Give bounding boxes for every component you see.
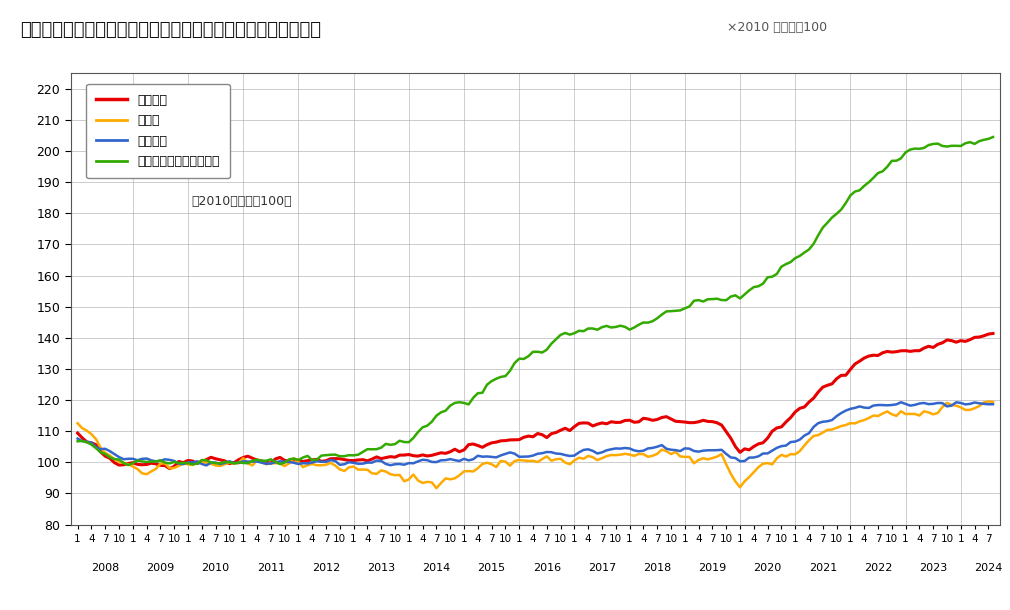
Text: 2024: 2024: [975, 564, 1003, 573]
Text: 2023: 2023: [919, 564, 947, 573]
Text: 2021: 2021: [809, 564, 837, 573]
Text: ×2010 年平均＝100: ×2010 年平均＝100: [727, 21, 827, 34]
Text: （2010年平均＝100）: （2010年平均＝100）: [192, 195, 292, 208]
Text: 2014: 2014: [422, 564, 450, 573]
Text: 2016: 2016: [532, 564, 561, 573]
Text: 2015: 2015: [478, 564, 506, 573]
Text: 2008: 2008: [91, 564, 119, 573]
Text: 2017: 2017: [588, 564, 616, 573]
Text: 2020: 2020: [753, 564, 782, 573]
Text: 2013: 2013: [368, 564, 395, 573]
Text: 2018: 2018: [643, 564, 672, 573]
Text: 2019: 2019: [698, 564, 726, 573]
Legend: 住宅総合, 住宅地, 戸建住宅, マンション（区分所有）: 住宅総合, 住宅地, 戸建住宅, マンション（区分所有）: [86, 84, 230, 179]
Text: 2022: 2022: [864, 564, 892, 573]
Text: 2011: 2011: [257, 564, 285, 573]
Text: 2012: 2012: [312, 564, 340, 573]
Text: ＜不動産価格指数（住宅）（令和６年８月分・季節調整値）＞: ＜不動産価格指数（住宅）（令和６年８月分・季節調整値）＞: [20, 21, 321, 40]
Text: 2009: 2009: [146, 564, 175, 573]
Text: 2010: 2010: [202, 564, 229, 573]
